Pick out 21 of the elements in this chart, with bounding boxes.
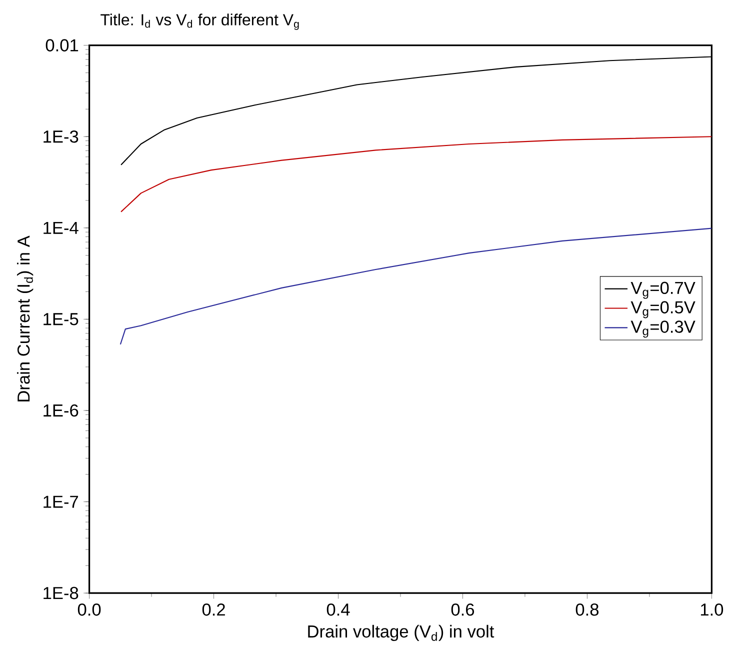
line-series xyxy=(120,136,712,212)
x-tick-label: 1.0 xyxy=(700,603,724,616)
x-tick-label: 0.0 xyxy=(78,603,101,616)
legend-label: V$_{g}$=0.7V xyxy=(630,282,696,299)
x-tick-label: 0.8 xyxy=(576,603,598,616)
y-tick-label: 1E-7 xyxy=(44,496,78,508)
legend-label: V$_{g}$=0.5V xyxy=(630,301,696,318)
legend-label: V$_{g}$=0.3V xyxy=(630,320,696,338)
y-tick-label: 1E-4 xyxy=(44,222,78,234)
x-tick-label: 0.6 xyxy=(451,603,474,616)
y-tick-label: 1E-6 xyxy=(44,404,78,417)
y-tick-label: 1E-5 xyxy=(44,313,78,326)
y-tick-label: 0.01 xyxy=(46,39,78,52)
x-tick-label: 0.4 xyxy=(326,603,350,616)
y-axis-title: Drain Current (I$_{d}$) in A xyxy=(17,236,34,402)
chart-title: Title: I$_{d}$ vs V$_{d}$ for different V$_{g}$ xyxy=(100,14,299,30)
x-tick-label: 0.2 xyxy=(202,603,225,616)
x-axis-title: Drain voltage (V$_{d}$) in volt xyxy=(308,624,494,642)
y-tick-label: 1E-3 xyxy=(44,130,78,143)
y-tick-label: 1E-8 xyxy=(44,586,78,600)
line-series xyxy=(120,228,712,345)
